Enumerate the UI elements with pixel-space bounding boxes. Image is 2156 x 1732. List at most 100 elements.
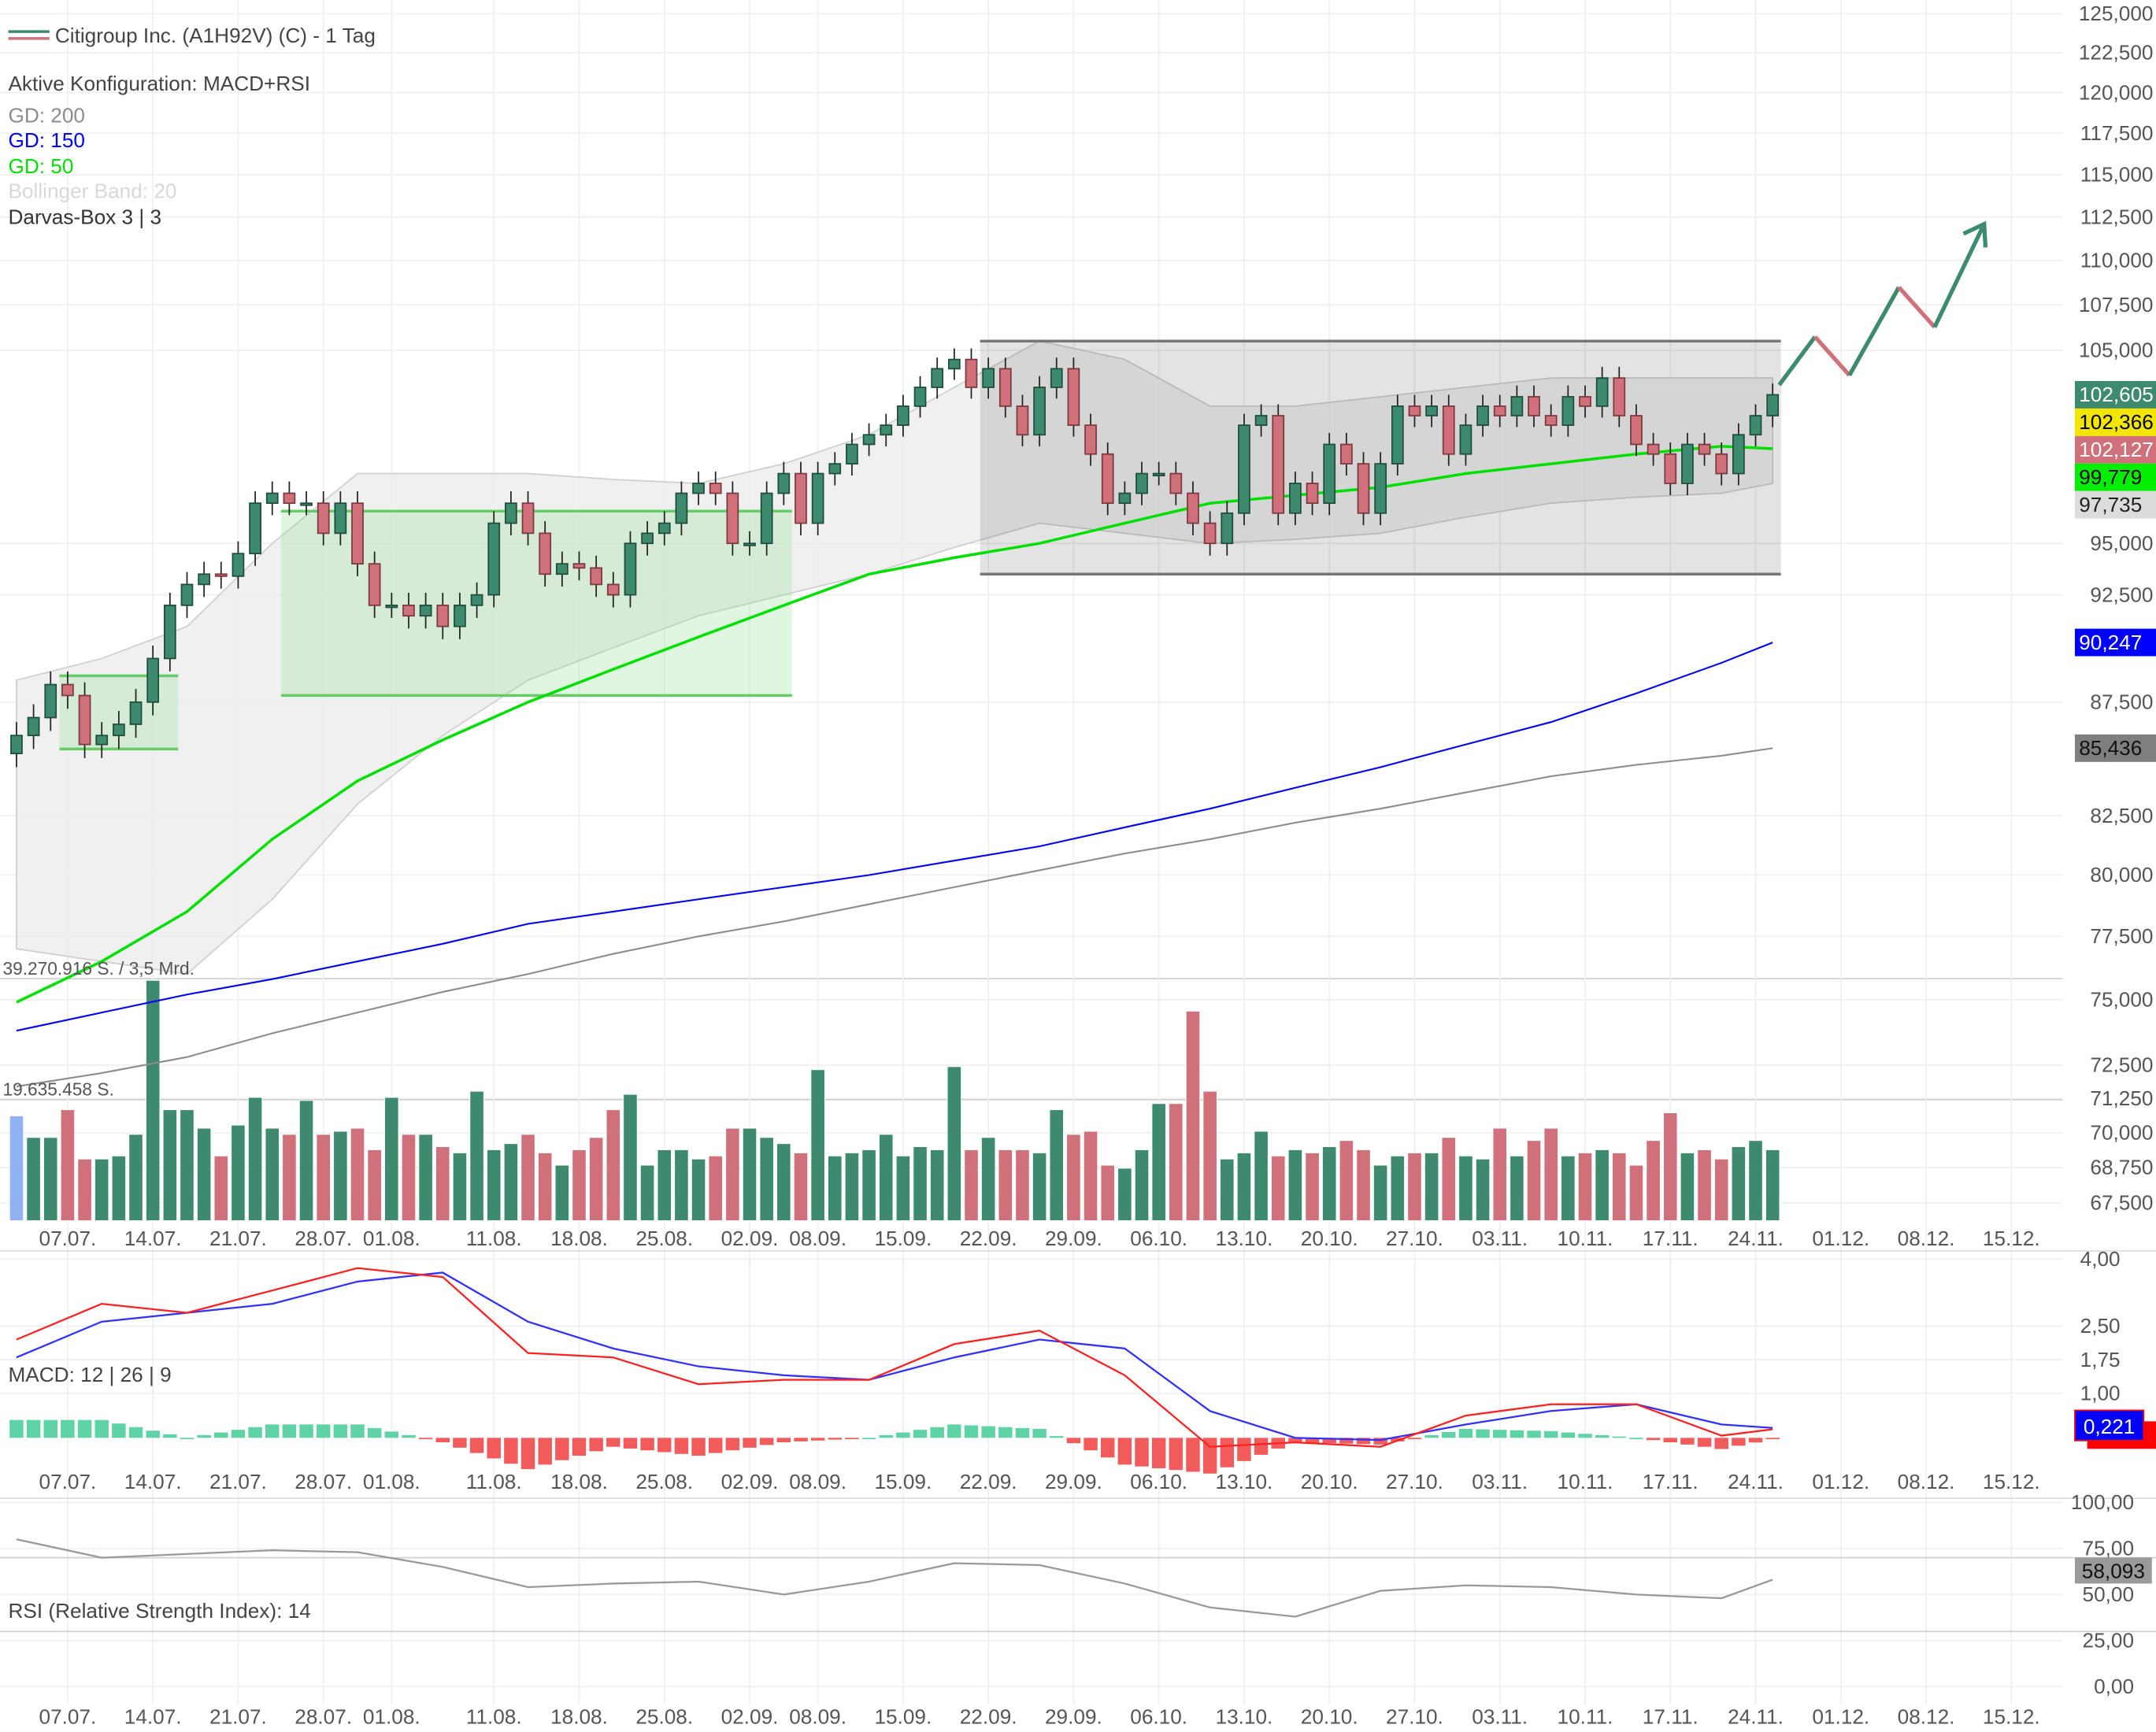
- candle-down: [1528, 396, 1540, 416]
- candle-down: [1664, 453, 1677, 484]
- price-date-label: 22.09.: [960, 1227, 1017, 1250]
- macd-histogram-bar: [316, 1424, 331, 1438]
- rsi-tick-label: 0,00: [2094, 1675, 2134, 1698]
- rsi-date-label: 20.10.: [1301, 1705, 1358, 1729]
- volume-bars: [9, 979, 1780, 1221]
- price-tick-label: 71,250: [2090, 1086, 2153, 1110]
- macd-date-label: 28.07.: [295, 1470, 352, 1493]
- legend-gd50[interactable]: GD: 50: [8, 154, 73, 178]
- candle-down: [965, 358, 978, 388]
- gd150-line: [16, 642, 1773, 1032]
- legend-darvas[interactable]: Darvas-Box 3 | 3: [8, 205, 161, 229]
- candle-up: [232, 553, 245, 577]
- macd-histogram-bar: [1220, 1438, 1235, 1467]
- macd-histogram-bar: [214, 1432, 228, 1438]
- volume-bar: [1612, 1152, 1627, 1221]
- price-tick-label: 75,000: [2090, 987, 2153, 1011]
- volume-bar: [998, 1149, 1013, 1221]
- candle-up: [931, 368, 944, 388]
- volume-bar: [1169, 1103, 1184, 1221]
- price-tick-label: 67,500: [2090, 1191, 2153, 1215]
- price-badge-label: 90,247: [2079, 631, 2142, 654]
- price-date-label: 17.11.: [1643, 1227, 1698, 1250]
- candle-up: [1050, 368, 1063, 388]
- chart-title: Citigroup Inc. (A1H92V) (C) - 1 Tag: [55, 24, 376, 47]
- macd-histogram-bar: [1339, 1438, 1354, 1444]
- volume-bar: [26, 1137, 41, 1221]
- rsi-date-label: 22.09.: [960, 1705, 1017, 1729]
- macd-histogram-bar: [640, 1438, 654, 1451]
- macd-histogram-bar: [1697, 1438, 1712, 1447]
- macd-histogram-bar: [163, 1434, 177, 1438]
- macd-histogram-bar: [1151, 1438, 1166, 1468]
- candle-up: [10, 735, 23, 754]
- macd-date-label: 14.07.: [124, 1470, 182, 1493]
- candle-up: [300, 502, 313, 506]
- volume-bar: [1697, 1149, 1712, 1221]
- candle-down: [351, 502, 364, 565]
- volume-bar: [520, 1134, 535, 1221]
- rsi-label: RSI (Relative Strength Index): 14: [8, 1599, 310, 1623]
- price-badge: [2074, 435, 2156, 464]
- volume-bar: [196, 1127, 212, 1221]
- rsi-date-label: 10.11.: [1558, 1705, 1613, 1729]
- volume-bar: [128, 1134, 143, 1221]
- candle-up: [334, 502, 347, 535]
- macd-histogram-bar: [231, 1430, 246, 1438]
- volume-bar: [316, 1134, 331, 1221]
- macd-histogram-bar: [9, 1419, 24, 1438]
- macd-histogram-bar: [1646, 1438, 1661, 1441]
- candle-up: [265, 492, 279, 505]
- macd-histogram-bar: [1629, 1438, 1643, 1440]
- volume-bar: [946, 1066, 962, 1221]
- legend-gd150[interactable]: GD: 150: [8, 128, 85, 152]
- macd-date-label: 20.10.: [1301, 1470, 1358, 1493]
- candle-up: [1238, 424, 1250, 514]
- price-date-label: 02.09.: [721, 1227, 779, 1250]
- macd-histogram-bar: [759, 1438, 774, 1445]
- volume-bar: [1526, 1140, 1542, 1221]
- macd-tick-label: 4,00: [2080, 1247, 2121, 1271]
- candle-down: [590, 567, 602, 586]
- volume-bar: [367, 1149, 382, 1221]
- macd-histogram-bar: [1288, 1438, 1302, 1443]
- macd-histogram-bar: [1561, 1432, 1576, 1438]
- candle-up: [180, 583, 194, 606]
- candle-down: [1067, 368, 1080, 426]
- price-date-label: 03.11.: [1472, 1227, 1528, 1250]
- macd-histogram-bar: [998, 1427, 1013, 1438]
- candle-up: [1374, 463, 1387, 514]
- price-tick-label: 82,500: [2090, 804, 2153, 827]
- volume-bar: [282, 1134, 297, 1221]
- candle-up: [828, 463, 842, 475]
- legend-gd200[interactable]: GD: 200: [8, 103, 85, 127]
- candle-up: [198, 573, 210, 586]
- candle-down: [1169, 472, 1183, 494]
- volume-bar: [538, 1152, 553, 1221]
- rsi-date-label: 01.08.: [363, 1705, 420, 1729]
- candle-up: [1152, 472, 1165, 477]
- volume-bar: [1510, 1155, 1524, 1221]
- volume-bar: [333, 1131, 348, 1221]
- volume-bar: [1561, 1155, 1576, 1221]
- candle-down: [726, 492, 739, 545]
- candle-down: [1203, 522, 1217, 545]
- candle-down: [1715, 453, 1728, 475]
- candle-down: [283, 492, 296, 505]
- macd-histogram-bar: [708, 1438, 723, 1453]
- volume-bar: [1049, 1109, 1064, 1221]
- price-badge: [2074, 463, 2156, 491]
- macd-histogram-bar: [1084, 1438, 1098, 1451]
- legend-bollinger[interactable]: Bollinger Band: 20: [8, 179, 176, 202]
- price-tick-label: 95,000: [2090, 531, 2153, 555]
- macd-date-label: 08.09.: [789, 1470, 846, 1493]
- candle-up: [1033, 387, 1046, 436]
- volume-bar: [111, 1155, 127, 1221]
- macd-histogram-bar: [658, 1438, 672, 1453]
- volume-bar: [94, 1158, 109, 1221]
- candle-down: [1408, 405, 1421, 416]
- rsi-date-label: 08.12.: [1898, 1705, 1955, 1729]
- candle-up: [419, 605, 432, 617]
- macd-histogram-bar: [1765, 1438, 1780, 1440]
